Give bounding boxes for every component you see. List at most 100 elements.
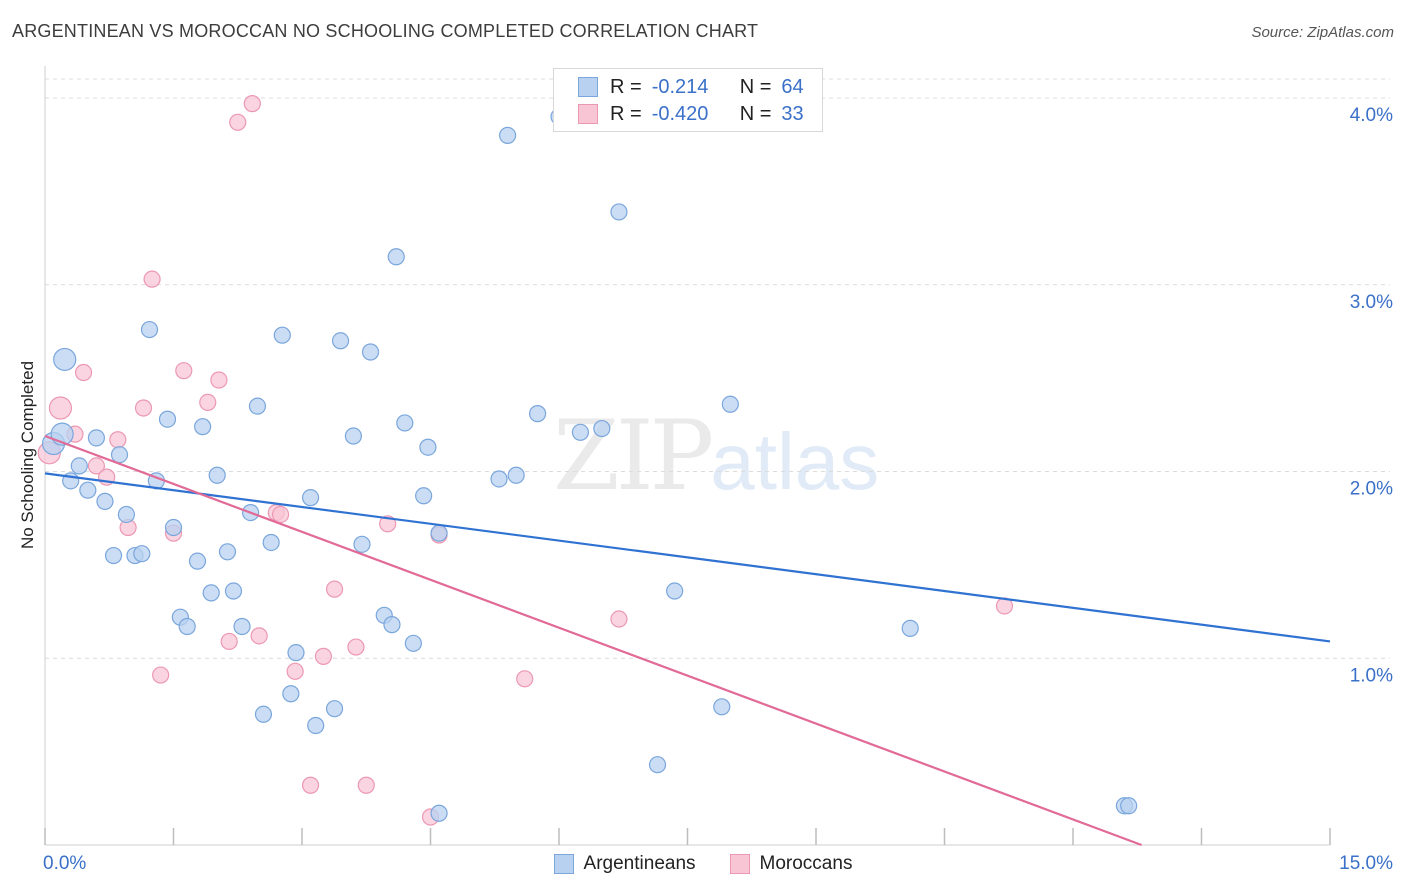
argentinean-point — [164, 518, 183, 537]
legend-r-label: R = — [610, 102, 642, 125]
legend-r-value: -0.214 — [651, 75, 709, 98]
legend-n-value: 33 — [781, 102, 804, 125]
moroccan-point — [357, 776, 375, 794]
argentinean-point — [53, 347, 77, 372]
moroccan-point — [109, 431, 127, 449]
legend-swatch-pink — [578, 104, 598, 124]
moroccan-point — [74, 363, 93, 382]
y-tick-label: 4.0% — [1350, 105, 1393, 126]
argentinean-point — [507, 466, 525, 484]
y-tick-label: 2.0% — [1350, 479, 1393, 500]
argentinean-point — [70, 457, 88, 475]
legend-n-value: 64 — [781, 75, 804, 98]
argentinean-point — [133, 545, 151, 563]
argentinean-point — [202, 584, 220, 602]
argentinean-point — [117, 505, 135, 524]
argentinean-point — [273, 326, 291, 344]
argentinean-point — [79, 481, 97, 499]
moroccan-point — [271, 505, 290, 524]
axes — [44, 66, 1331, 846]
moroccan-point — [152, 666, 170, 684]
legend-swatch-pink — [729, 854, 750, 874]
moroccan-point — [250, 627, 268, 645]
y-tick-label: 1.0% — [1350, 665, 1393, 686]
tick-labels: 1.0% 2.0% 3.0% 4.0% 0.0% 15.0% — [43, 105, 1393, 874]
moroccan-trend-line — [44, 434, 1142, 847]
watermark-zip: ZIP — [553, 400, 714, 512]
moroccan-point — [199, 393, 217, 412]
moroccan-point — [48, 396, 73, 420]
argentinean-point — [282, 685, 300, 703]
moroccan-point — [325, 580, 344, 598]
moroccan-point — [143, 270, 161, 288]
argentinean-point — [325, 700, 344, 718]
chart-title: ARGENTINEAN VS MOROCCAN NO SCHOOLING COM… — [12, 21, 759, 41]
argentinean-point — [194, 418, 212, 436]
moroccan-point — [301, 776, 320, 794]
argentinean-point — [188, 552, 207, 570]
argentinean-point — [254, 705, 273, 723]
gridlines — [45, 78, 1390, 659]
source-label: Source: ZipAtlas.com — [1251, 24, 1394, 41]
legend-r-label: R = — [610, 75, 642, 98]
argentinean-trend-line — [44, 472, 1331, 643]
moroccan-point — [229, 113, 247, 131]
moroccan-point — [210, 371, 228, 389]
moroccan-point — [610, 610, 628, 628]
argentinean-point — [1120, 797, 1138, 815]
argentinean-point — [383, 616, 401, 634]
legend-label-moroccans: Moroccans — [759, 853, 853, 874]
argentinean-point — [490, 470, 508, 488]
argentinean-point — [110, 446, 129, 464]
argentinean-point — [248, 397, 267, 415]
watermark-atlas: atlas — [710, 417, 880, 506]
argentinean-point — [415, 487, 433, 505]
argentinean-point — [158, 410, 177, 428]
legend-label-argentineans: Argentineans — [583, 853, 696, 874]
argentinean-point — [419, 438, 437, 456]
argentinean-point — [404, 634, 422, 652]
argentinean-point — [287, 644, 305, 662]
argentinean-point — [528, 405, 547, 423]
argentinean-point — [610, 203, 628, 221]
argentinean-point — [233, 617, 251, 636]
argentinean-point — [430, 524, 448, 542]
data-points — [37, 95, 1138, 826]
argentinean-point — [178, 617, 196, 636]
argentinean-point — [208, 466, 226, 484]
legend-swatch-blue — [578, 77, 598, 97]
moroccan-point — [175, 362, 193, 380]
argentinean-point — [499, 126, 517, 144]
argentinean-point — [721, 395, 739, 413]
argentinean-point — [331, 332, 350, 350]
argentinean-point — [87, 429, 106, 447]
argentinean-point — [430, 804, 448, 822]
argentinean-point — [387, 248, 405, 266]
legend-item-argentineans: Argentineans — [553, 851, 696, 877]
legend-row-moroccans: R = -0.420 N = 33 — [578, 101, 804, 127]
argentinean-point — [593, 419, 611, 438]
argentinean-point — [713, 698, 731, 716]
argentinean-point — [301, 489, 320, 507]
argentinean-point — [224, 582, 243, 600]
moroccan-point — [243, 95, 261, 113]
moroccan-point — [220, 632, 238, 651]
argentinean-point — [666, 582, 684, 600]
argentinean-point — [648, 756, 667, 774]
trend-lines — [44, 434, 1331, 847]
argentinean-point — [344, 427, 362, 445]
argentinean-point — [140, 320, 159, 339]
series-legend: Argentineans Moroccans — [0, 851, 1406, 877]
legend-n-label: N = — [739, 75, 772, 98]
moroccan-point — [134, 399, 153, 417]
watermark: ZIPatlas — [553, 400, 879, 512]
moroccan-point — [516, 670, 534, 688]
moroccan-point — [347, 638, 365, 656]
argentinean-point — [901, 619, 919, 637]
argentinean-point — [307, 716, 325, 735]
argentinean-point — [218, 543, 237, 561]
legend-item-moroccans: Moroccans — [729, 851, 853, 877]
stats-legend: R = -0.214 N = 64 R = -0.420 N = 33 — [553, 68, 823, 132]
legend-n-label: N = — [739, 102, 772, 125]
